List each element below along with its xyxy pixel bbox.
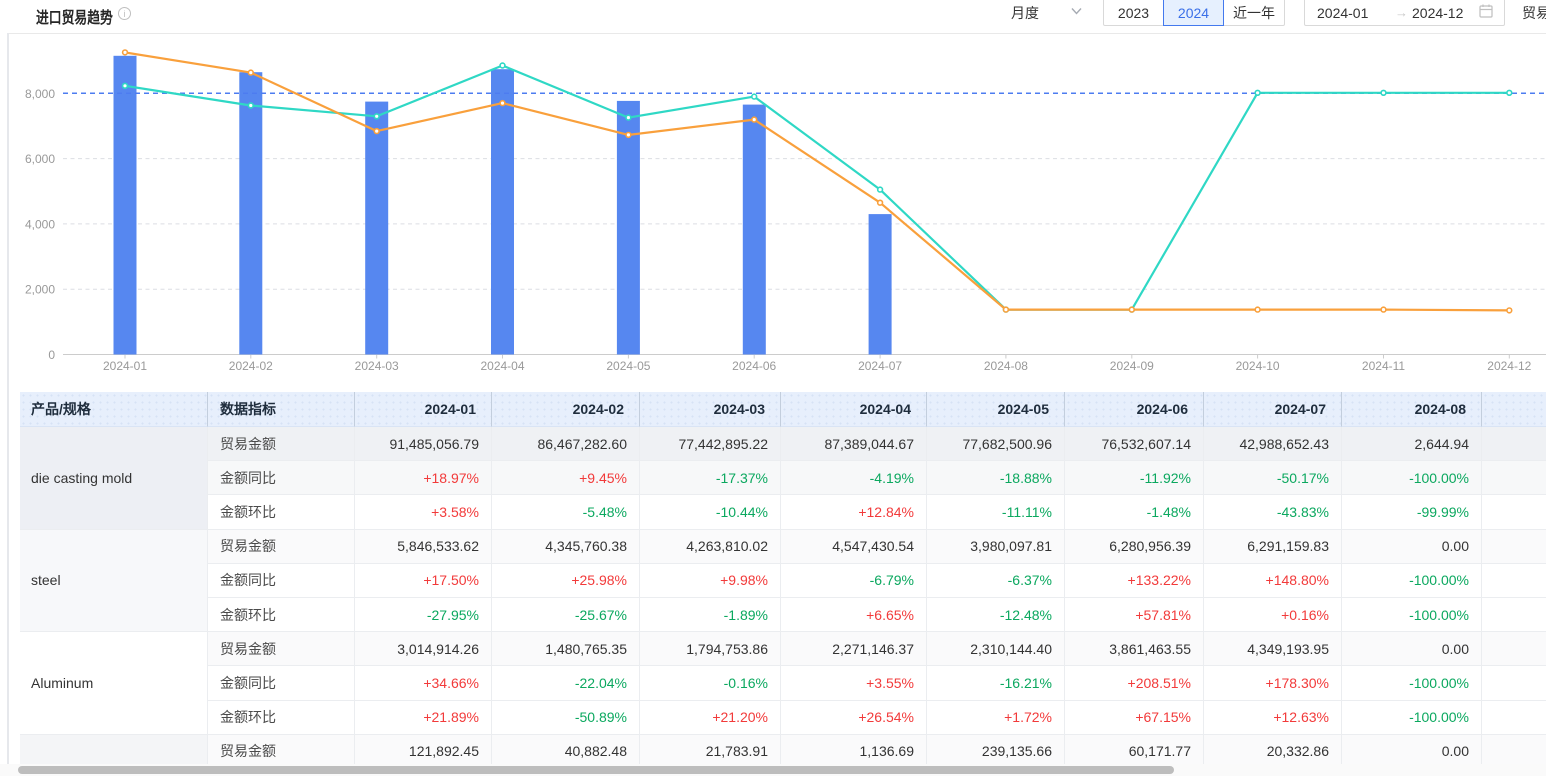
svg-text:2024-07: 2024-07 [858,359,902,373]
svg-text:4,000: 4,000 [25,217,55,231]
svg-text:0: 0 [48,348,55,362]
svg-text:8,000: 8,000 [25,87,55,101]
svg-text:2024-12: 2024-12 [1487,359,1531,373]
svg-text:2,000: 2,000 [25,283,55,297]
svg-text:2024-08: 2024-08 [984,359,1028,373]
svg-text:2024-06: 2024-06 [732,359,776,373]
svg-text:2024-11: 2024-11 [1362,359,1405,373]
svg-text:2024-04: 2024-04 [480,359,524,373]
svg-text:2024-03: 2024-03 [355,359,399,373]
svg-text:2024-01: 2024-01 [103,359,147,373]
svg-text:2024-09: 2024-09 [1110,359,1154,373]
svg-text:2024-02: 2024-02 [229,359,273,373]
svg-text:6,000: 6,000 [25,152,55,166]
svg-text:2024-05: 2024-05 [606,359,650,373]
svg-text:2024-10: 2024-10 [1236,359,1280,373]
